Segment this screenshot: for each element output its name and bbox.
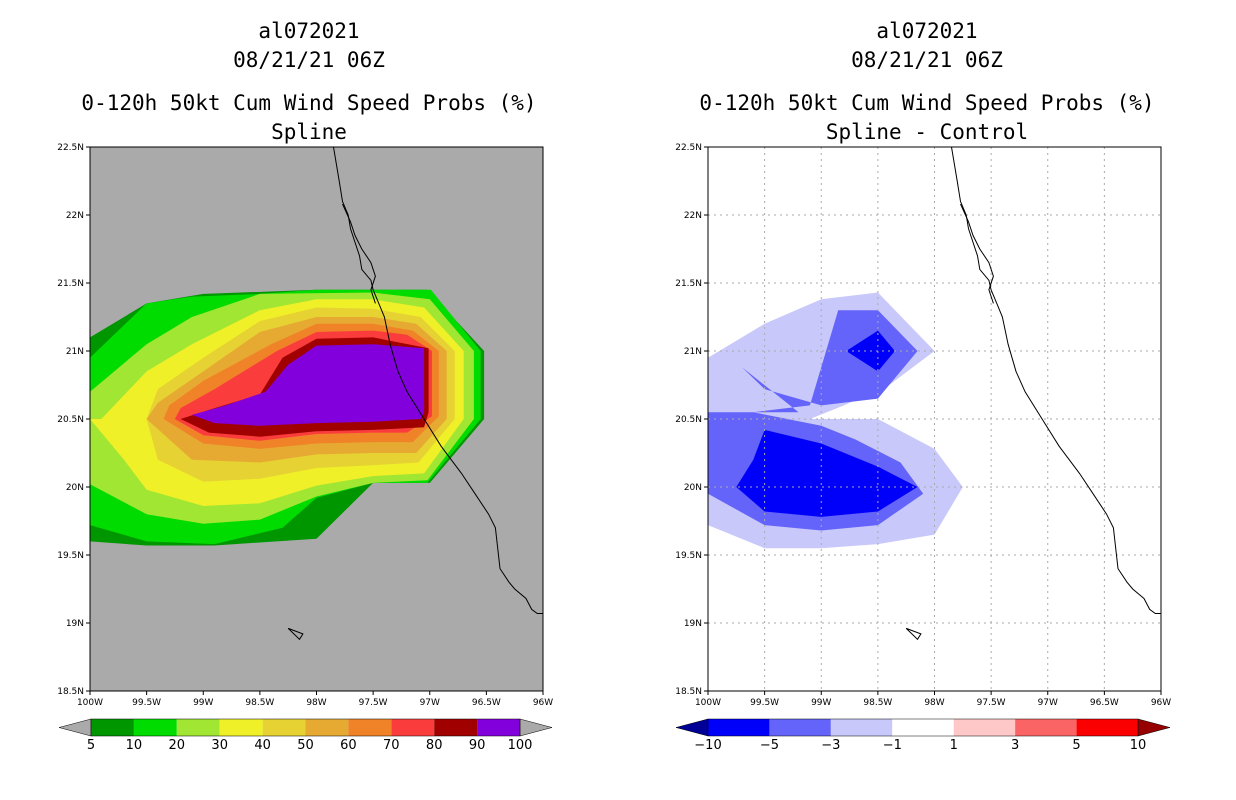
x-tick-label: 97.5W (977, 698, 1006, 708)
colorbar-frame (707, 718, 1139, 737)
x-tick-label: 98W (924, 698, 944, 708)
contour-fill-neg5 (736, 429, 918, 517)
colorbar-label: 5 (87, 738, 95, 753)
y-tick-label: 21.5N (57, 279, 84, 289)
left-panel: al072021 08/21/21 06Z 0-120h 50kt Cum Wi… (57, 19, 553, 753)
y-tick-label: 21N (66, 347, 84, 357)
x-tick-label: 99W (811, 698, 831, 708)
colorbar-label: 50 (297, 738, 314, 753)
right-datetime: 08/21/21 06Z (851, 48, 1003, 72)
colorbar-swatch (305, 719, 349, 736)
y-tick-label: 20N (66, 483, 84, 493)
y-tick-label: 21N (684, 347, 702, 357)
x-tick-label: 100W (77, 698, 103, 708)
left-datetime: 08/21/21 06Z (233, 48, 385, 72)
colorbar-label: 80 (426, 738, 443, 753)
y-tick-label: 22N (66, 211, 84, 221)
y-tick-label: 19.5N (57, 551, 84, 561)
colorbar-label: 40 (254, 738, 271, 753)
colorbar-under-triangle (58, 718, 92, 737)
colorbar-swatch (133, 719, 177, 736)
y-tick-label: 20N (684, 483, 702, 493)
x-tick-label: 97W (420, 698, 440, 708)
y-tick-label: 18.5N (57, 687, 84, 697)
x-tick-label: 98.5W (863, 698, 892, 708)
colorbar-swatch (1015, 719, 1077, 736)
colorbar-under-triangle (675, 718, 709, 737)
colorbar-swatch (477, 719, 520, 736)
x-tick-label: 99W (193, 698, 213, 708)
colorbar-label: 30 (211, 738, 228, 753)
colorbar-swatch (176, 719, 220, 736)
colorbar-swatch (769, 719, 831, 736)
x-tick-label: 99.5W (132, 698, 161, 708)
x-tick-label: 97.5W (359, 698, 388, 708)
x-tick-label: 98.5W (245, 698, 274, 708)
y-tick-label: 22.5N (675, 143, 702, 153)
x-tick-label: 96.5W (472, 698, 501, 708)
colorbar-over-triangle (519, 718, 553, 737)
colorbar-label: 20 (169, 738, 186, 753)
right-panel: al072021 08/21/21 06Z 0-120h 50kt Cum Wi… (618, 0, 1236, 800)
island-outline (287, 627, 304, 641)
colorbar-label: −1 (883, 738, 902, 753)
colorbar-label: 1 (950, 738, 958, 753)
colorbar-swatch (391, 719, 435, 736)
colorbar-label: 3 (1011, 738, 1019, 753)
colorbar-label: −10 (694, 738, 721, 753)
x-tick-label: 96.5W (1090, 698, 1119, 708)
x-tick-label: 98W (306, 698, 326, 708)
colorbar-label: 100 (508, 738, 533, 753)
right-title: 0-120h 50kt Cum Wind Speed Probs (%) (699, 91, 1155, 115)
left-storm-id: al072021 (258, 19, 360, 43)
y-tick-label: 22.5N (57, 143, 84, 153)
colorbar-swatch (708, 719, 770, 736)
colorbar-label: 10 (1130, 738, 1147, 753)
right-subtitle: Spline - Control (825, 120, 1029, 144)
y-tick-label: 20.5N (57, 415, 84, 425)
x-tick-label: 97W (1038, 698, 1058, 708)
colorbar-label: 10 (126, 738, 143, 753)
right-storm-id: al072021 (876, 19, 978, 43)
x-tick-label: 96W (533, 698, 553, 708)
colorbar-swatch (953, 719, 1016, 736)
lagoon-coastline (342, 203, 376, 304)
coastline (951, 147, 1161, 614)
y-tick-label: 19.5N (675, 551, 702, 561)
colorbar-label: −3 (821, 738, 840, 753)
island-outline (905, 627, 922, 641)
colorbar-swatch (262, 719, 306, 736)
colorbar-label: 60 (340, 738, 357, 753)
y-tick-label: 21.5N (675, 279, 702, 289)
colorbar-label: 90 (469, 738, 486, 753)
coastline (333, 147, 543, 614)
y-tick-label: 18.5N (675, 687, 702, 697)
left-subtitle: Spline (271, 120, 347, 144)
colorbar-swatch (830, 719, 893, 736)
left-chart: 100W 99.5W 99W 98.5W 98W 97.5W 97W 96.5W 96W 18.5… (57, 143, 553, 753)
colorbar-label: 70 (383, 738, 400, 753)
colorbar-swatch (348, 719, 392, 736)
colorbar-swatch (434, 719, 478, 736)
colorbar-swatch (91, 719, 134, 736)
right-chart: 100W 99.5W 99W 98.5W 98W 97.5W 97W 96.5W 96W 18.5… (675, 143, 1171, 753)
colorbar-frame (90, 718, 521, 737)
y-tick-label: 22N (684, 211, 702, 221)
contour-fill-90 (191, 344, 425, 426)
colorbar-swatch (892, 719, 954, 736)
colorbar-swatch (1076, 719, 1138, 736)
y-tick-label: 19N (684, 619, 702, 629)
colorbar-label: −5 (760, 738, 779, 753)
x-tick-label: 99.5W (750, 698, 779, 708)
colorbar-label: 5 (1072, 738, 1080, 753)
lagoon-coastline (960, 203, 994, 304)
colorbar-over-triangle (1137, 718, 1171, 737)
left-title: 0-120h 50kt Cum Wind Speed Probs (%) (81, 91, 537, 115)
y-tick-label: 20.5N (675, 415, 702, 425)
x-tick-label: 100W (695, 698, 721, 708)
x-tick-label: 96W (1151, 698, 1171, 708)
y-tick-label: 19N (66, 619, 84, 629)
colorbar-swatch (219, 719, 263, 736)
